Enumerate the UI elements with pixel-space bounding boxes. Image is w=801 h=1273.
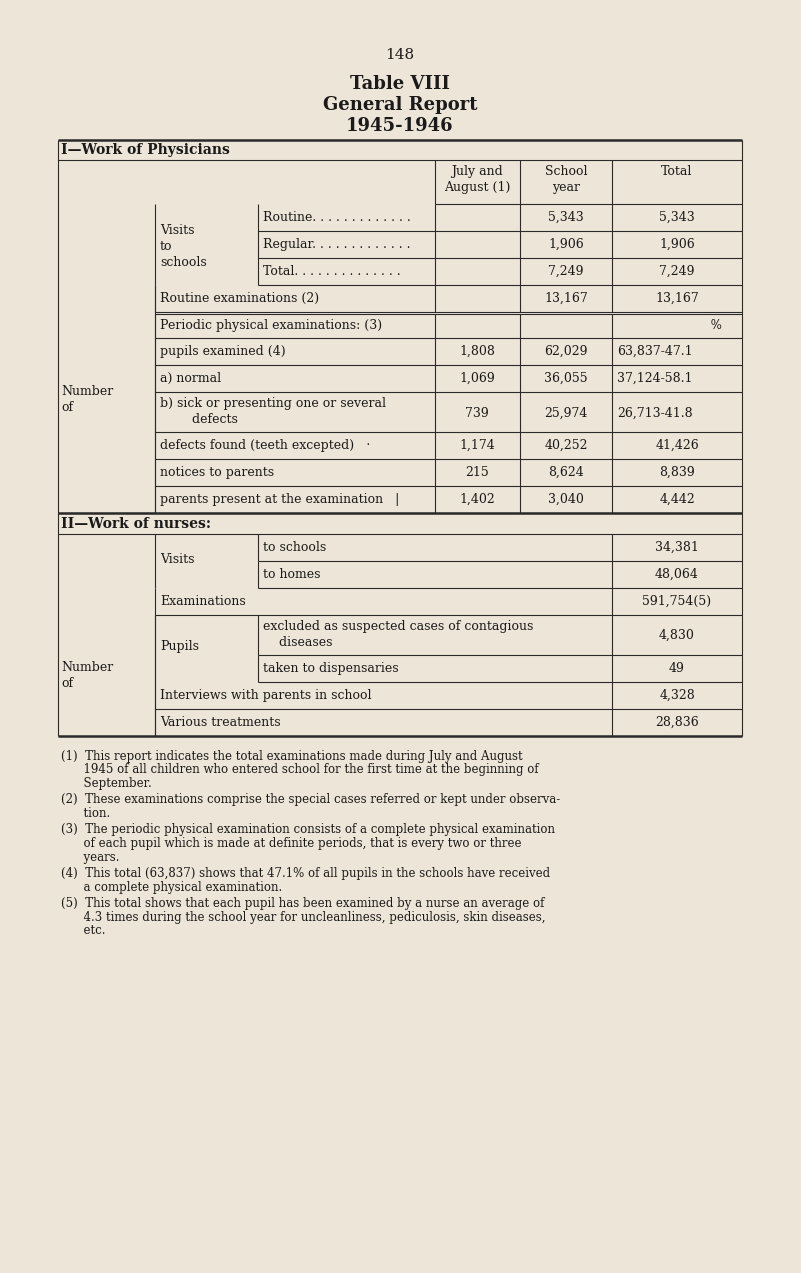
Text: 4,830: 4,830 <box>659 629 695 642</box>
Text: 4,328: 4,328 <box>659 689 695 701</box>
Text: 62,029: 62,029 <box>544 345 588 358</box>
Text: (3)  The periodic physical examination consists of a complete physical examinati: (3) The periodic physical examination co… <box>61 824 555 836</box>
Text: II—Work of nurses:: II—Work of nurses: <box>61 517 211 531</box>
Text: Regular. . . . . . . . . . . . .: Regular. . . . . . . . . . . . . <box>263 238 410 251</box>
Text: etc.: etc. <box>61 924 106 937</box>
Text: Total. . . . . . . . . . . . . .: Total. . . . . . . . . . . . . . <box>263 265 400 278</box>
Text: 41,426: 41,426 <box>655 439 699 452</box>
Text: 37,124-58.1: 37,124-58.1 <box>617 372 693 384</box>
Text: 1,069: 1,069 <box>459 372 495 384</box>
Text: Visits: Visits <box>160 552 195 566</box>
Text: 40,252: 40,252 <box>544 439 588 452</box>
Text: General Report: General Report <box>323 95 477 115</box>
Text: 63,837-47.1: 63,837-47.1 <box>617 345 693 358</box>
Text: 25,974: 25,974 <box>545 407 588 420</box>
Text: %: % <box>617 320 722 332</box>
Text: (5)  This total shows that each pupil has been examined by a nurse an average of: (5) This total shows that each pupil has… <box>61 897 545 910</box>
Text: to homes: to homes <box>263 568 320 580</box>
Text: 3,040: 3,040 <box>548 493 584 505</box>
Text: (1)  This report indicates the total examinations made during July and August: (1) This report indicates the total exam… <box>61 750 522 763</box>
Text: 1,402: 1,402 <box>459 493 495 505</box>
Text: September.: September. <box>61 777 151 791</box>
Text: 1945-1946: 1945-1946 <box>346 117 454 135</box>
Text: (4)  This total (63,837) shows that 47.1% of all pupils in the schools have rece: (4) This total (63,837) shows that 47.1%… <box>61 867 550 880</box>
Text: 8,624: 8,624 <box>548 466 584 479</box>
Text: Periodic physical examinations: (3): Periodic physical examinations: (3) <box>160 320 382 332</box>
Text: 1945 of all children who entered school for the first time at the beginning of: 1945 of all children who entered school … <box>61 764 538 777</box>
Text: Examinations: Examinations <box>160 594 246 608</box>
Text: 1,808: 1,808 <box>459 345 495 358</box>
Text: years.: years. <box>61 850 119 863</box>
Text: parents present at the examination   |: parents present at the examination | <box>160 493 400 505</box>
Text: 13,167: 13,167 <box>655 292 699 306</box>
Text: (2)  These examinations comprise the special cases referred or kept under observ: (2) These examinations comprise the spec… <box>61 793 560 807</box>
Text: 1,174: 1,174 <box>459 439 495 452</box>
Text: 34,381: 34,381 <box>655 541 699 554</box>
Text: Routine examinations (2): Routine examinations (2) <box>160 292 319 306</box>
Text: 215: 215 <box>465 466 489 479</box>
Text: Various treatments: Various treatments <box>160 715 280 729</box>
Text: Pupils: Pupils <box>160 640 199 653</box>
Text: July and
August (1): July and August (1) <box>444 165 510 193</box>
Text: Table VIII: Table VIII <box>350 75 450 93</box>
Text: a complete physical examination.: a complete physical examination. <box>61 881 282 894</box>
Text: 4,442: 4,442 <box>659 493 695 505</box>
Text: 13,167: 13,167 <box>544 292 588 306</box>
Text: 8,839: 8,839 <box>659 466 695 479</box>
Text: a) normal: a) normal <box>160 372 221 384</box>
Text: pupils examined (4): pupils examined (4) <box>160 345 286 358</box>
Text: Number
of: Number of <box>61 384 113 414</box>
Text: 591,754(5): 591,754(5) <box>642 594 711 608</box>
Text: to schools: to schools <box>263 541 326 554</box>
Text: Total: Total <box>662 165 693 178</box>
Text: 49: 49 <box>669 662 685 675</box>
Text: 1,906: 1,906 <box>659 238 695 251</box>
Text: Visits
to
schools: Visits to schools <box>160 224 207 269</box>
Text: 28,836: 28,836 <box>655 715 699 729</box>
Text: 4.3 times during the school year for uncleanliness, pediculosis, skin diseases,: 4.3 times during the school year for unc… <box>61 910 545 923</box>
Text: 48,064: 48,064 <box>655 568 699 580</box>
Text: 36,055: 36,055 <box>544 372 588 384</box>
Text: b) sick or presenting one or several
        defects: b) sick or presenting one or several def… <box>160 397 386 426</box>
Text: of each pupil which is made at definite periods, that is every two or three: of each pupil which is made at definite … <box>61 838 521 850</box>
Text: 148: 148 <box>385 48 415 62</box>
Text: 7,249: 7,249 <box>659 265 694 278</box>
Text: tion.: tion. <box>61 807 111 820</box>
Text: School
year: School year <box>545 165 587 193</box>
Text: Interviews with parents in school: Interviews with parents in school <box>160 689 372 701</box>
Text: I—Work of Physicians: I—Work of Physicians <box>61 143 230 157</box>
Text: 739: 739 <box>465 407 489 420</box>
Text: excluded as suspected cases of contagious
    diseases: excluded as suspected cases of contagiou… <box>263 620 533 649</box>
Text: 26,713-41.8: 26,713-41.8 <box>617 407 693 420</box>
Text: 7,249: 7,249 <box>548 265 584 278</box>
Text: defects found (teeth excepted)   ⋅: defects found (teeth excepted) ⋅ <box>160 439 370 452</box>
Text: 5,343: 5,343 <box>548 211 584 224</box>
Text: taken to dispensaries: taken to dispensaries <box>263 662 399 675</box>
Text: notices to parents: notices to parents <box>160 466 274 479</box>
Text: 5,343: 5,343 <box>659 211 695 224</box>
Text: 1,906: 1,906 <box>548 238 584 251</box>
Text: Number
of: Number of <box>61 661 113 690</box>
Text: Routine. . . . . . . . . . . . .: Routine. . . . . . . . . . . . . <box>263 211 411 224</box>
